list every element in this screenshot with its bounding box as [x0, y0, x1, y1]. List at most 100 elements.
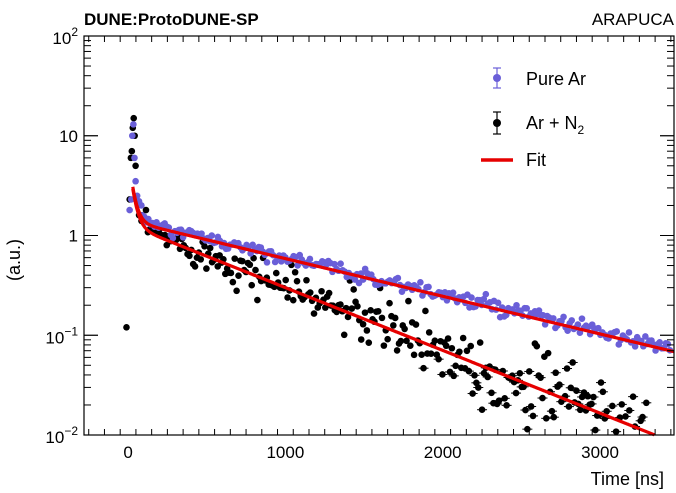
marker: [448, 344, 456, 352]
marker: [231, 255, 239, 262]
legend-label-pure-ar: Pure Ar: [526, 69, 586, 89]
marker: [609, 402, 616, 410]
marker: [565, 403, 573, 410]
data-point-pure-ar-217: [564, 327, 571, 335]
marker: [403, 337, 410, 345]
data-layer: [123, 114, 675, 437]
legend-label-ar-n2-sub: 2: [578, 123, 585, 137]
marker: [359, 320, 367, 328]
data-point-ar-n2-100: [306, 289, 314, 296]
marker: [560, 313, 567, 321]
marker: [169, 234, 177, 242]
marker: [643, 399, 650, 407]
marker: [412, 321, 420, 328]
marker: [568, 317, 576, 324]
legend-label-ar-n2: Ar + N2: [526, 113, 585, 137]
marker: [235, 272, 242, 280]
marker: [206, 244, 214, 252]
marker: [129, 132, 136, 140]
data-point-pure-ar-91: [306, 255, 314, 263]
marker: [449, 289, 457, 297]
data-point-ar-n2-183: [463, 347, 471, 355]
data-point-ar-n2-175: [448, 344, 456, 352]
marker: [186, 252, 193, 260]
data-point-ar-n2-253: [597, 388, 608, 396]
data-point-ar-n2-87: [282, 276, 290, 284]
marker: [131, 154, 138, 162]
data-point-pure-ar-262: [656, 338, 663, 346]
data-point-ar-n2-210: [514, 369, 525, 377]
marker: [520, 383, 527, 391]
data-point-ar-n2-164: [427, 350, 435, 357]
marker: [523, 305, 531, 312]
data-point-ar-n2-145: [391, 314, 399, 322]
data-point-ar-n2-189: [473, 384, 484, 391]
data-point-ar-n2-91: [289, 296, 297, 304]
data-point-pure-ar-16: [153, 219, 160, 226]
data-point-pure-ar-192: [513, 301, 520, 309]
data-point-ar-n2-36: [186, 252, 193, 260]
marker: [542, 415, 550, 422]
x-tick-label-2000: 2000: [424, 443, 462, 462]
data-point-pure-ar-255: [642, 333, 649, 340]
marker: [599, 388, 607, 396]
legend-label-fit: Fit: [526, 150, 546, 170]
data-point-ar-n2-151: [403, 337, 410, 345]
data-point-ar-n2-108: [322, 304, 329, 311]
data-point-ar-n2-176: [448, 372, 459, 380]
marker: [284, 294, 291, 301]
marker: [361, 309, 369, 316]
data-point-ar-n2-255: [601, 407, 612, 415]
data-point-ar-n2-88: [284, 294, 291, 301]
marker: [417, 279, 424, 286]
marker: [539, 394, 546, 402]
data-point-ar-n2-116: [337, 301, 344, 308]
data-point-ar-n2-160: [418, 364, 429, 372]
marker: [128, 147, 136, 155]
marker: [533, 342, 541, 350]
marker: [306, 255, 314, 263]
data-point-ar-n2-110: [325, 289, 333, 297]
marker: [642, 333, 649, 340]
data-point-ar-n2-166: [431, 337, 439, 344]
data-point-ar-n2-70: [250, 254, 257, 262]
marker: [574, 321, 582, 328]
data-point-ar-n2-98: [303, 276, 310, 284]
marker: [208, 232, 216, 239]
data-point-ar-n2-39: [191, 263, 199, 270]
marker: [471, 372, 478, 379]
data-point-ar-n2-47: [206, 244, 214, 252]
data-point-ar-n2-225: [544, 349, 552, 357]
marker: [145, 215, 152, 223]
marker: [123, 324, 130, 331]
marker: [344, 313, 352, 321]
legend-marker-ar-n2: [493, 111, 501, 135]
marker: [435, 355, 442, 363]
marker: [592, 426, 599, 434]
marker: [337, 301, 344, 308]
marker: [656, 338, 663, 346]
data-point-pure-ar-241: [613, 328, 621, 335]
data-point-ar-n2-0: [123, 324, 130, 331]
y-tick-label-4: 102: [52, 25, 78, 48]
data-point-pure-ar-24: [169, 234, 177, 242]
data-point-ar-n2-128: [359, 320, 367, 328]
data-point-ar-n2-62: [235, 272, 242, 280]
detector-label: ARAPUCA: [592, 10, 675, 29]
marker: [468, 294, 475, 301]
data-point-ar-n2-92: [291, 268, 299, 276]
marker: [340, 331, 348, 339]
data-point-pure-ar-266: [664, 340, 672, 348]
data-point-ar-n2-168: [433, 355, 444, 363]
data-point-ar-n2-214: [522, 425, 533, 433]
data-point-ar-n2-131: [365, 339, 373, 346]
marker: [439, 371, 446, 378]
data-point-ar-n2-64: [238, 257, 246, 265]
marker: [293, 277, 301, 285]
data-point-pure-ar-4: [131, 154, 138, 162]
marker: [365, 339, 373, 346]
data-point-pure-ar-176: [480, 295, 488, 303]
marker: [132, 177, 139, 185]
marker: [197, 256, 205, 263]
